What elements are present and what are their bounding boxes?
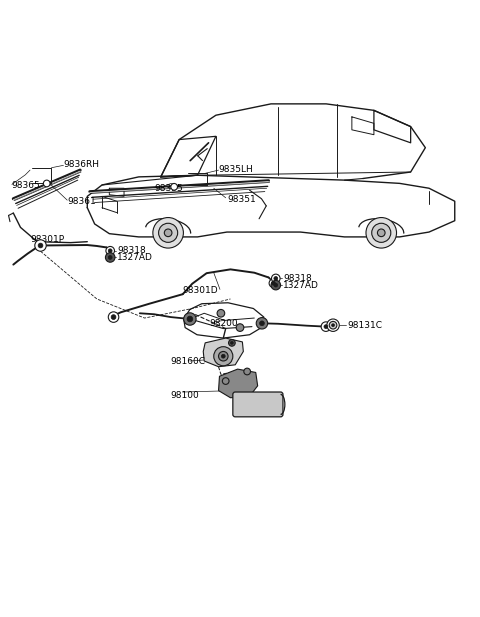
Circle shape <box>228 339 235 346</box>
Circle shape <box>327 319 339 331</box>
Circle shape <box>111 315 116 320</box>
Circle shape <box>187 316 193 322</box>
Text: 98355: 98355 <box>154 184 183 193</box>
Circle shape <box>108 249 112 253</box>
Circle shape <box>366 218 396 248</box>
Text: 98301P: 98301P <box>30 235 64 244</box>
Circle shape <box>106 246 115 255</box>
Circle shape <box>236 324 244 331</box>
Circle shape <box>332 324 335 326</box>
Circle shape <box>214 347 233 366</box>
Circle shape <box>38 243 43 248</box>
Circle shape <box>171 183 178 190</box>
Text: 98301D: 98301D <box>183 286 218 295</box>
Text: 1327AD: 1327AD <box>283 281 319 289</box>
Polygon shape <box>203 338 243 366</box>
Text: 98200: 98200 <box>209 319 238 328</box>
Text: 98100: 98100 <box>171 391 200 400</box>
Circle shape <box>321 322 331 331</box>
Circle shape <box>222 378 229 384</box>
Circle shape <box>106 253 115 262</box>
Circle shape <box>272 274 280 283</box>
Circle shape <box>329 321 337 329</box>
Text: 98351: 98351 <box>228 195 256 204</box>
Text: 98318: 98318 <box>283 274 312 283</box>
Circle shape <box>274 283 278 287</box>
Circle shape <box>108 312 119 322</box>
Polygon shape <box>218 369 258 398</box>
Circle shape <box>184 313 196 325</box>
Text: 1327AD: 1327AD <box>117 253 153 262</box>
Circle shape <box>274 276 278 280</box>
Circle shape <box>372 223 391 242</box>
Circle shape <box>43 180 50 187</box>
Circle shape <box>217 310 225 317</box>
FancyBboxPatch shape <box>233 392 283 417</box>
Circle shape <box>324 325 328 328</box>
Circle shape <box>221 354 225 358</box>
Circle shape <box>218 352 228 361</box>
Circle shape <box>377 229 385 237</box>
Circle shape <box>271 280 281 290</box>
Circle shape <box>35 240 46 251</box>
Circle shape <box>256 318 268 329</box>
Circle shape <box>269 279 278 288</box>
Circle shape <box>158 223 178 242</box>
Circle shape <box>153 218 183 248</box>
Text: 98361: 98361 <box>67 197 96 206</box>
Circle shape <box>230 341 233 344</box>
Circle shape <box>108 255 112 259</box>
Text: 9836RH: 9836RH <box>63 160 99 169</box>
Text: 9835LH: 9835LH <box>218 165 253 173</box>
Text: 98318: 98318 <box>117 246 145 255</box>
Circle shape <box>244 368 251 375</box>
Text: 98160C: 98160C <box>171 357 206 366</box>
Circle shape <box>272 281 276 285</box>
Text: 98365: 98365 <box>11 181 40 191</box>
Circle shape <box>260 321 264 326</box>
Text: 98131C: 98131C <box>347 321 382 330</box>
Circle shape <box>164 229 172 237</box>
